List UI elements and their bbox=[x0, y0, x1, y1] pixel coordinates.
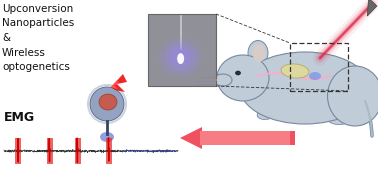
Polygon shape bbox=[111, 74, 127, 92]
Ellipse shape bbox=[327, 66, 378, 126]
Text: Nanoparticles: Nanoparticles bbox=[2, 18, 74, 28]
Bar bbox=[200, 131, 290, 145]
Ellipse shape bbox=[281, 64, 309, 78]
Ellipse shape bbox=[248, 40, 268, 65]
Ellipse shape bbox=[253, 44, 265, 62]
Ellipse shape bbox=[235, 71, 240, 75]
Text: Upconversion: Upconversion bbox=[2, 4, 73, 14]
Bar bbox=[15, 138, 22, 164]
Ellipse shape bbox=[165, 43, 197, 72]
Ellipse shape bbox=[177, 53, 184, 64]
Ellipse shape bbox=[240, 52, 370, 124]
Text: Wireless: Wireless bbox=[2, 48, 46, 58]
Ellipse shape bbox=[326, 111, 350, 125]
Bar bbox=[106, 138, 112, 164]
Ellipse shape bbox=[99, 94, 117, 110]
Ellipse shape bbox=[217, 55, 269, 101]
Ellipse shape bbox=[350, 113, 370, 125]
Ellipse shape bbox=[90, 87, 124, 121]
Polygon shape bbox=[367, 0, 377, 16]
Ellipse shape bbox=[159, 37, 203, 77]
Bar bbox=[47, 138, 53, 164]
FancyArrow shape bbox=[180, 127, 295, 149]
Ellipse shape bbox=[309, 72, 321, 80]
Polygon shape bbox=[111, 80, 119, 89]
Bar bbox=[148, 14, 216, 86]
Ellipse shape bbox=[170, 48, 191, 66]
Bar bbox=[290, 43, 348, 91]
Ellipse shape bbox=[213, 78, 217, 81]
Ellipse shape bbox=[100, 132, 114, 142]
Ellipse shape bbox=[214, 74, 232, 86]
Text: optogenetics: optogenetics bbox=[2, 62, 70, 72]
Text: &: & bbox=[2, 33, 10, 43]
Ellipse shape bbox=[280, 111, 300, 122]
Ellipse shape bbox=[257, 106, 279, 120]
Text: EMG: EMG bbox=[4, 111, 35, 124]
Bar bbox=[74, 138, 81, 164]
